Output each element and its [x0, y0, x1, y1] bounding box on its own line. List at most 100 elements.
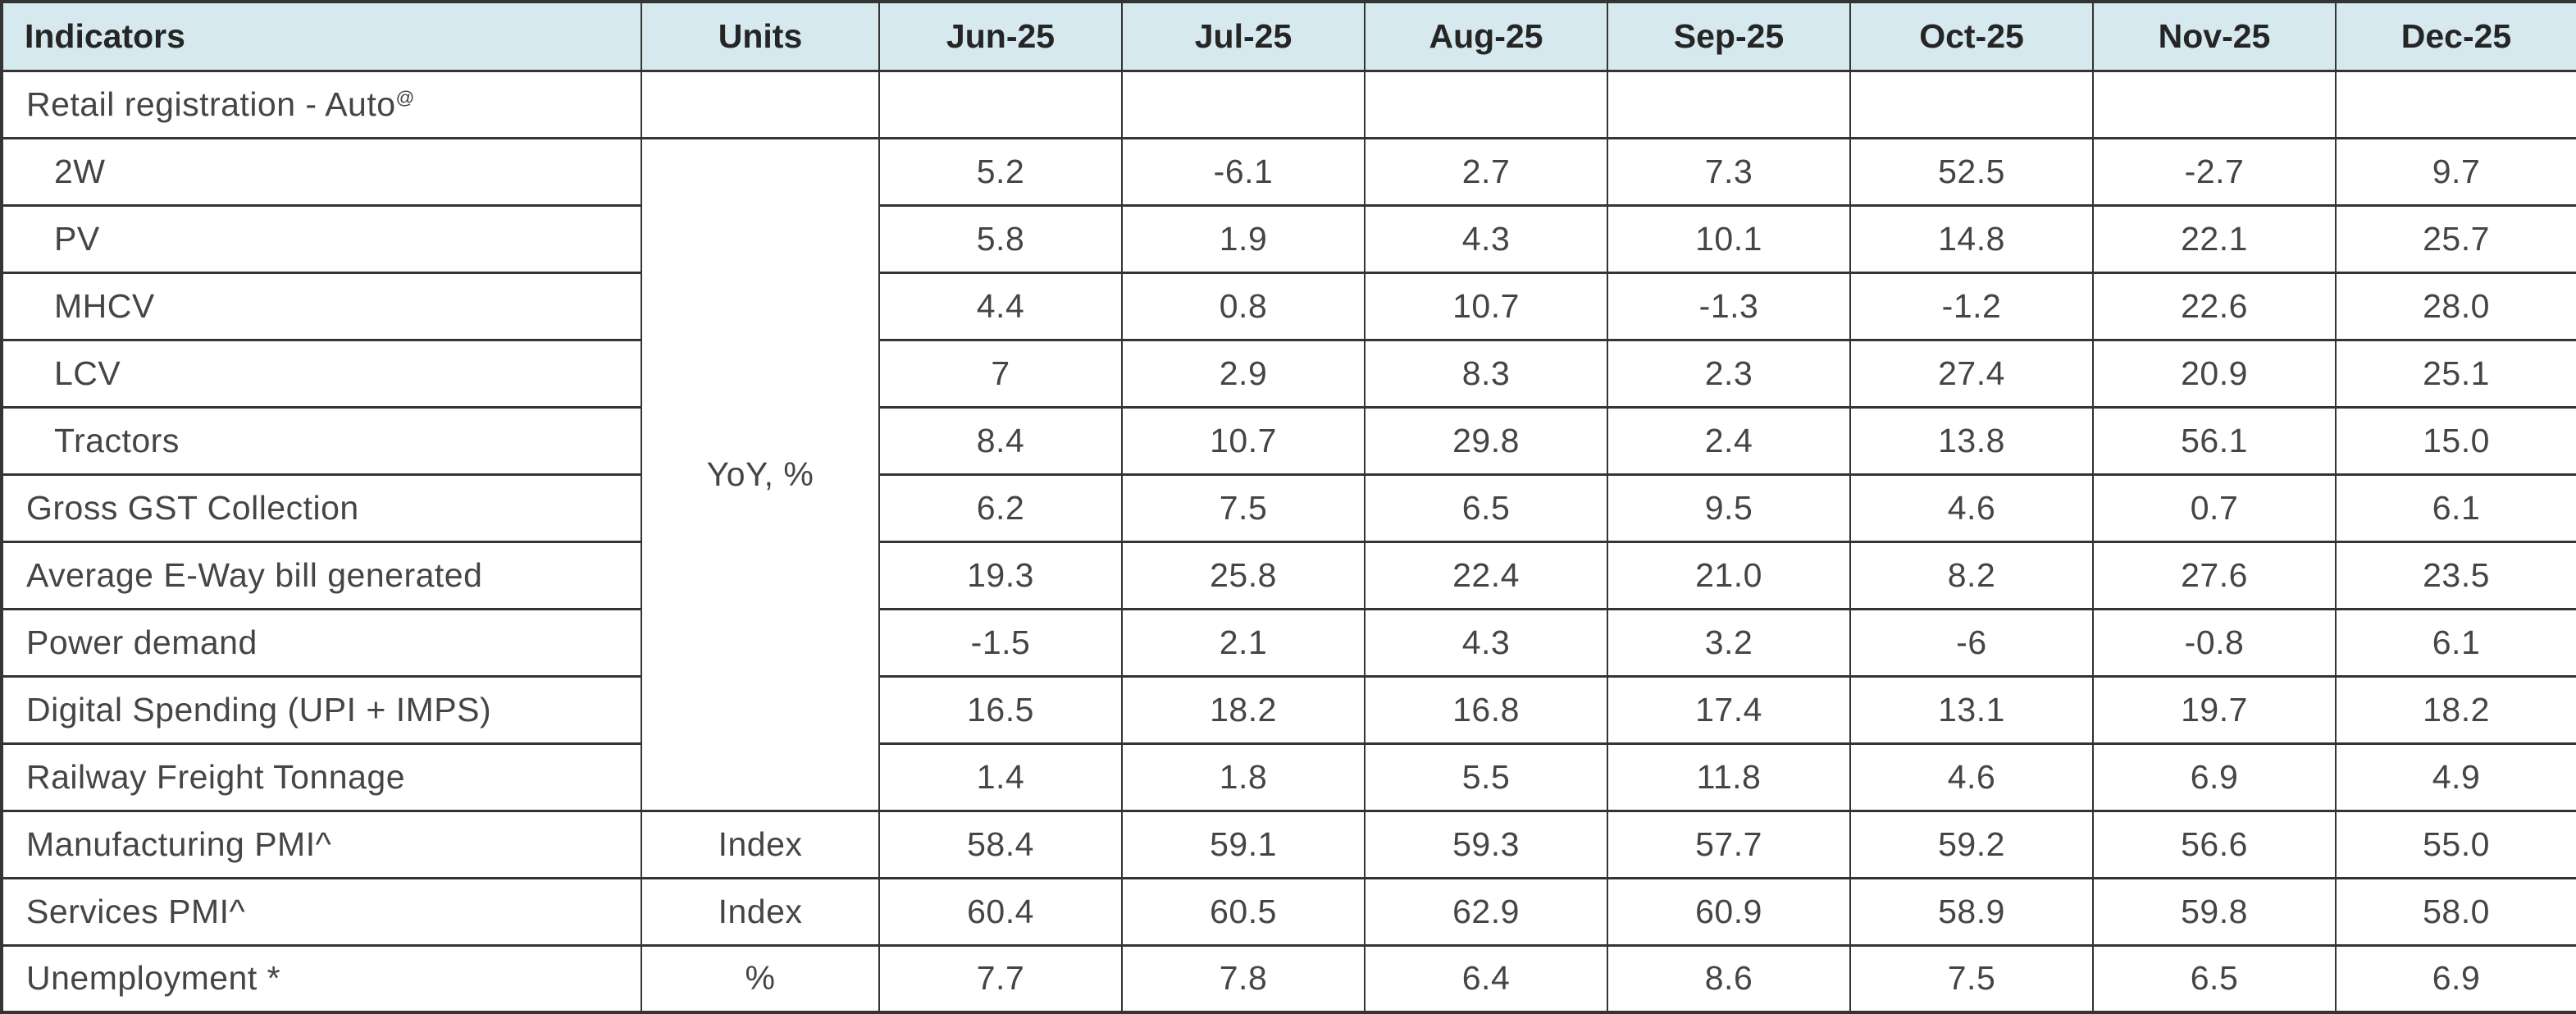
value-cell: 25.7 [2335, 203, 2576, 274]
indicator-label: Manufacturing PMI^ [26, 824, 332, 863]
table-header: Indicators Units Jun-25 Jul-25 Aug-25 Sep-25 O… [1, 0, 2576, 72]
value-cell: -2.7 [2092, 136, 2337, 207]
table-row: Power demand -1.5 2.1 4.3 3.2 -6 -0.8 6.1 [1, 607, 2576, 678]
value-cell: 17.4 [1607, 674, 1851, 745]
unit-cell: Index [641, 809, 880, 879]
value-cell: 59.3 [1364, 809, 1608, 879]
value-cell: 11.8 [1607, 742, 1851, 812]
value-cell: 20.9 [2092, 338, 2337, 409]
table-row: Railway Freight Tonnage 1.4 1.8 5.5 11.8 4.6 6… [1, 742, 2576, 812]
value-cell: 22.6 [2092, 271, 2337, 341]
value-cell: 14.8 [1849, 203, 2094, 274]
value-cell: 6.2 [878, 473, 1123, 543]
value-cell [1364, 69, 1608, 139]
value-cell: 6.9 [2092, 742, 2337, 812]
indicator-cell: PV [1, 203, 642, 274]
table-row: Manufacturing PMI^ Index 58.4 59.1 59.3 57.7 5… [1, 809, 2576, 879]
indicator-label: Retail registration - Auto [26, 84, 396, 123]
value-cell: 4.3 [1364, 607, 1608, 678]
column-header: Nov-25 [2092, 0, 2337, 72]
value-cell: 60.9 [1607, 876, 1851, 947]
value-cell: 57.7 [1607, 809, 1851, 879]
indicator-label: Gross GST Collection [26, 488, 359, 527]
value-cell: 56.6 [2092, 809, 2337, 879]
value-cell: 29.8 [1364, 405, 1608, 476]
value-cell: 62.9 [1364, 876, 1608, 947]
value-cell: 55.0 [2335, 809, 2576, 879]
header-row: Indicators Units Jun-25 Jul-25 Aug-25 Sep-25 O… [1, 0, 2576, 72]
value-cell: 5.2 [878, 136, 1123, 207]
value-cell: 59.2 [1849, 809, 2094, 879]
value-cell: 4.6 [1849, 473, 2094, 543]
value-cell: 58.9 [1849, 876, 2094, 947]
indicator-label: Tractors [54, 421, 180, 459]
value-cell: 10.1 [1607, 203, 1851, 274]
value-cell: 21.0 [1607, 540, 1851, 610]
value-cell: 5.8 [878, 203, 1123, 274]
value-cell [2335, 69, 2576, 139]
unit-cell: Index [641, 876, 880, 947]
value-cell: 0.7 [2092, 473, 2337, 543]
value-cell: 9.7 [2335, 136, 2576, 207]
table-row: Services PMI^ Index 60.4 60.5 62.9 60.9 58.9 59… [1, 876, 2576, 947]
value-cell: 1.4 [878, 742, 1123, 812]
value-cell: 2.1 [1121, 607, 1366, 678]
value-cell: 9.5 [1607, 473, 1851, 543]
unit-cell: YoY, % [641, 136, 880, 812]
indicator-label: 2W [54, 152, 106, 190]
value-cell: 2.7 [1364, 136, 1608, 207]
value-cell [878, 69, 1123, 139]
value-cell [1607, 69, 1851, 139]
value-cell: 22.4 [1364, 540, 1608, 610]
table-body: Retail registration - Auto@ 2W YoY, % 5.2 -6… [1, 69, 2576, 1014]
value-cell: 58.0 [2335, 876, 2576, 947]
value-cell: 58.4 [878, 809, 1123, 879]
column-header: Aug-25 [1364, 0, 1608, 72]
column-header: Jul-25 [1121, 0, 1366, 72]
value-cell: 10.7 [1121, 405, 1366, 476]
value-cell: 3.2 [1607, 607, 1851, 678]
value-cell: 1.9 [1121, 203, 1366, 274]
value-cell: 4.3 [1364, 203, 1608, 274]
value-cell: -6 [1849, 607, 2094, 678]
value-cell: 10.7 [1364, 271, 1608, 341]
value-cell: 15.0 [2335, 405, 2576, 476]
table-row: Tractors 8.4 10.7 29.8 2.4 13.8 56.1 15.0 [1, 405, 2576, 476]
indicator-cell: Manufacturing PMI^ [1, 809, 642, 879]
value-cell: 52.5 [1849, 136, 2094, 207]
value-cell: 7.5 [1121, 473, 1366, 543]
unit-cell [641, 69, 880, 139]
indicator-cell: Railway Freight Tonnage [1, 742, 642, 812]
indicator-label: LCV [54, 354, 121, 392]
value-cell: 28.0 [2335, 271, 2576, 341]
value-cell: -6.1 [1121, 136, 1366, 207]
value-cell: 60.4 [878, 876, 1123, 947]
column-header: Oct-25 [1849, 0, 2094, 72]
indicator-cell: LCV [1, 338, 642, 409]
indicator-label: Digital Spending (UPI + IMPS) [26, 690, 492, 729]
column-header: Dec-25 [2335, 0, 2576, 72]
value-cell: 8.4 [878, 405, 1123, 476]
table-row: 2W YoY, % 5.2 -6.1 2.7 7.3 52.5 -2.7 9.7 [1, 136, 2576, 812]
value-cell: 0.8 [1121, 271, 1366, 341]
indicator-label: Railway Freight Tonnage [26, 757, 405, 796]
value-cell: 25.8 [1121, 540, 1366, 610]
value-cell: 1.8 [1121, 742, 1366, 812]
value-cell: 8.6 [1607, 943, 1851, 1014]
value-cell: 22.1 [2092, 203, 2337, 274]
value-cell: 25.1 [2335, 338, 2576, 409]
value-cell: 8.2 [1849, 540, 2094, 610]
value-cell: 2.4 [1607, 405, 1851, 476]
value-cell: 16.5 [878, 674, 1123, 745]
indicator-label: Services PMI^ [26, 892, 246, 930]
table-row: LCV 7 2.9 8.3 2.3 27.4 20.9 25.1 [1, 338, 2576, 409]
indicator-cell: MHCV [1, 271, 642, 341]
indicator-cell: Gross GST Collection [1, 473, 642, 543]
table-row: PV 5.8 1.9 4.3 10.1 14.8 22.1 25.7 [1, 203, 2576, 274]
indicator-cell: Unemployment * [1, 943, 642, 1014]
value-cell: -0.8 [2092, 607, 2337, 678]
indicator-label: MHCV [54, 286, 155, 325]
indicator-cell: Average E-Way bill generated [1, 540, 642, 610]
value-cell: 27.6 [2092, 540, 2337, 610]
